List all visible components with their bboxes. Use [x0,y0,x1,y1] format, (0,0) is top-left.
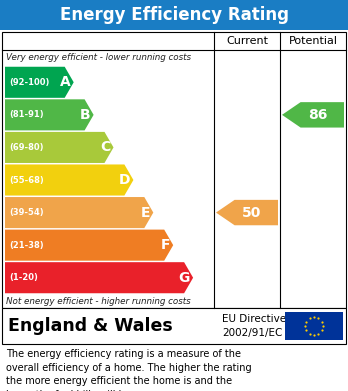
Text: C: C [100,140,111,154]
Text: (55-68): (55-68) [9,176,44,185]
Text: England & Wales: England & Wales [8,317,173,335]
Polygon shape [5,132,113,163]
Text: G: G [179,271,190,285]
Polygon shape [216,200,278,225]
Text: (21-38): (21-38) [9,240,44,249]
Polygon shape [282,102,344,127]
Bar [285,312,343,340]
Polygon shape [5,99,94,130]
Text: (69-80): (69-80) [9,143,44,152]
Polygon shape [5,197,153,228]
Polygon shape [5,262,193,293]
Text: 86: 86 [308,108,327,122]
Text: Energy Efficiency Rating: Energy Efficiency Rating [60,6,288,24]
Bar [0,0,348,30]
Text: (1-20): (1-20) [9,273,38,282]
Text: B: B [80,108,90,122]
Text: EU Directive
2002/91/EC: EU Directive 2002/91/EC [222,314,286,337]
Text: (81-91): (81-91) [9,110,44,119]
Text: Very energy efficient - lower running costs: Very energy efficient - lower running co… [6,54,191,63]
Text: Potential: Potential [288,36,338,46]
Text: E: E [141,206,150,220]
Text: (92-100): (92-100) [9,78,49,87]
Text: D: D [119,173,130,187]
Bar [2,32,346,308]
Text: F: F [161,238,170,252]
Polygon shape [5,165,133,196]
Text: The energy efficiency rating is a measure of the
overall efficiency of a home. T: The energy efficiency rating is a measur… [6,349,252,391]
Polygon shape [5,67,74,98]
Bar [2,308,346,344]
Text: Current: Current [226,36,268,46]
Text: Not energy efficient - higher running costs: Not energy efficient - higher running co… [6,298,191,307]
Polygon shape [5,230,173,261]
Text: (39-54): (39-54) [9,208,44,217]
Text: 50: 50 [242,206,261,220]
Text: A: A [60,75,71,89]
